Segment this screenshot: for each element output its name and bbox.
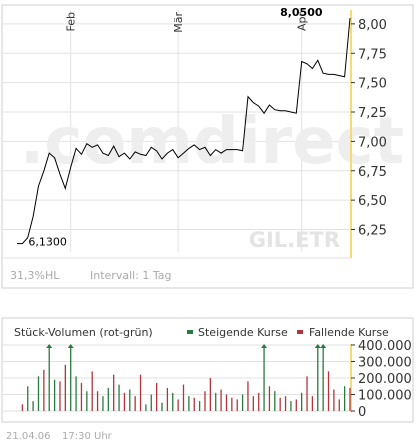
price-min-label: 6,1300	[28, 236, 67, 249]
watermark-ticker: GIL.ETR	[249, 228, 340, 252]
price-annotations: 6,1300 8,0500	[28, 6, 322, 249]
watermark-brand: .comdirect	[20, 105, 404, 179]
legend-rising-swatch	[187, 330, 193, 334]
price-y-tick-label: 7,75	[358, 47, 387, 62]
legend-rising-label: Steigende Kurse	[198, 326, 288, 339]
price-y-ticks: 6,25 6,50 6,75 7,00 7,25 7,50 7,75 8,00	[351, 18, 387, 239]
volume-overflow-arrow-icon	[67, 344, 74, 348]
price-max-label: 8,0500	[280, 6, 323, 19]
volume-overflow-arrow-icon	[46, 344, 53, 348]
volume-grid	[3, 344, 350, 412]
price-y-tick-label: 6,75	[358, 165, 387, 180]
legend-falling-label: Fallende Kurse	[309, 326, 389, 339]
price-grid	[3, 10, 350, 252]
volume-y-tick-label: 300.000	[358, 356, 412, 371]
volume-overflow-arrow-icon	[261, 344, 268, 348]
volume-y-tick-label: 100.000	[358, 389, 412, 404]
price-footer-hl: 31,3%HL	[10, 269, 60, 282]
price-x-tick-label: Apr	[296, 12, 309, 32]
timestamp-date: 21.04.06	[6, 431, 51, 442]
price-y-tick-label: 8,00	[358, 18, 387, 33]
price-x-ticks: Feb Mär Apr	[65, 12, 309, 33]
volume-bars	[21, 344, 351, 411]
volume-overflow-arrow-icon	[314, 344, 321, 348]
price-y-tick-label: 7,25	[358, 106, 387, 121]
volume-y-tick-label: 0	[358, 405, 366, 420]
volume-y-tick-label: 400.000	[358, 339, 412, 354]
price-x-tick-label: Feb	[65, 12, 78, 31]
price-y-tick-label: 7,00	[358, 135, 387, 150]
price-y-tick-label: 6,50	[358, 194, 387, 209]
price-y-tick-label: 6,25	[358, 224, 387, 239]
volume-title: Stück-Volumen (rot-grün)	[14, 326, 153, 339]
price-x-tick-label: Mär	[172, 12, 185, 33]
price-footer-interval: Intervall: 1 Tag	[90, 269, 172, 282]
price-series-line	[17, 17, 351, 245]
volume-y-tick-label: 200.000	[358, 372, 412, 387]
timestamp-time: 17:30 Uhr	[62, 431, 113, 442]
volume-overflow-arrow-icon	[320, 344, 327, 348]
price-y-tick-label: 7,50	[358, 77, 387, 92]
legend-falling-swatch	[297, 330, 303, 334]
